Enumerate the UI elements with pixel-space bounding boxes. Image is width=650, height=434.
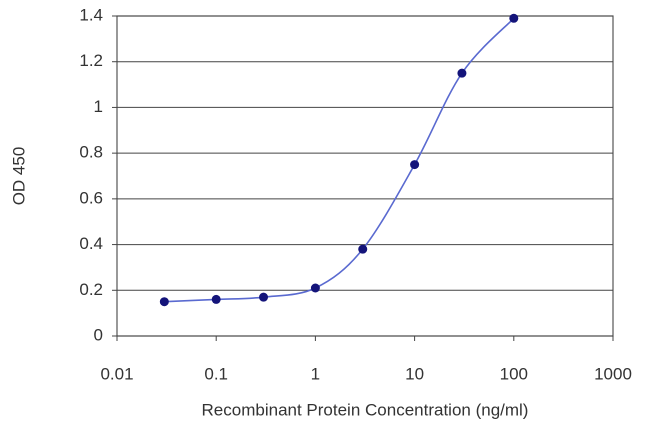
data-point [211, 294, 221, 304]
x-tick-label: 100 [500, 364, 528, 383]
y-axis-label: OD 450 [9, 147, 28, 206]
data-point [310, 283, 320, 293]
x-tick-label: 0.01 [100, 364, 133, 383]
y-tick-label: 0.6 [79, 188, 103, 207]
data-point [358, 244, 368, 254]
data-point [509, 13, 519, 23]
y-tick-label: 0.2 [79, 280, 103, 299]
x-tick-label: 10 [405, 364, 424, 383]
fit-curve [164, 17, 515, 303]
y-tick-label: 1.4 [79, 5, 103, 24]
data-point [159, 297, 169, 307]
x-tick-label: 1 [311, 364, 320, 383]
data-point [457, 68, 467, 78]
y-tick-label: 0 [94, 325, 103, 344]
y-tick-label: 0.8 [79, 143, 103, 162]
plot-frame [116, 15, 614, 337]
data-point [259, 292, 269, 302]
y-tick-label: 1 [94, 97, 103, 116]
x-tick-label: 0.1 [204, 364, 228, 383]
x-tick-label: 1000 [594, 364, 632, 383]
x-axis-label: Recombinant Protein Concentration (ng/ml… [202, 400, 529, 419]
y-tick-label: 0.4 [79, 234, 103, 253]
y-tick-label: 1.2 [79, 51, 103, 70]
data-point [410, 160, 420, 170]
